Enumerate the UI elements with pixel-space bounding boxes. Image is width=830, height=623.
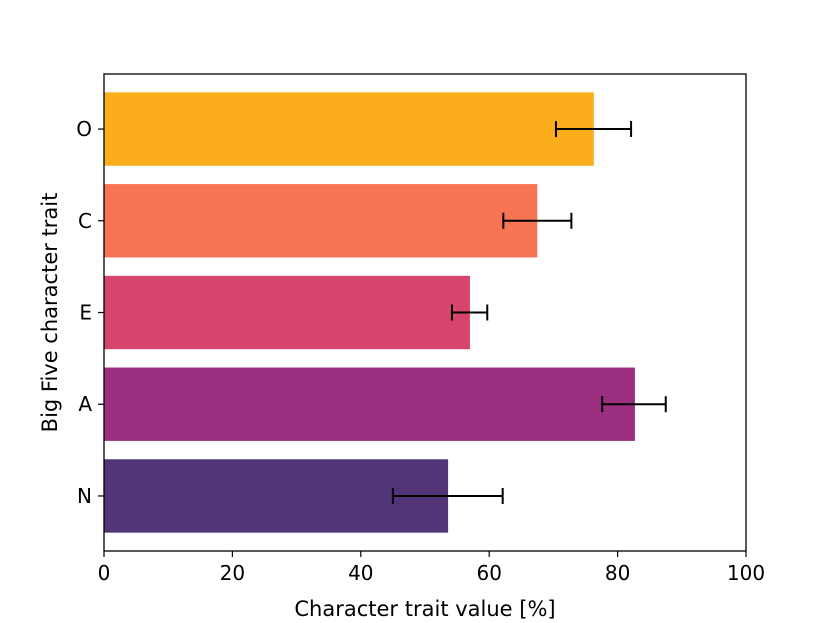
x-axis-label: Character trait value [%] bbox=[294, 597, 555, 621]
y-tick-label-E: E bbox=[79, 301, 92, 325]
x-tick-label-0: 0 bbox=[98, 561, 111, 585]
x-tick-label-60: 60 bbox=[476, 561, 501, 585]
y-axis-ticks: O C E A N bbox=[76, 117, 104, 508]
x-tick-label-100: 100 bbox=[727, 561, 765, 585]
bars-group bbox=[104, 92, 635, 533]
bar-A bbox=[104, 367, 635, 441]
x-tick-label-80: 80 bbox=[605, 561, 630, 585]
x-tick-label-40: 40 bbox=[348, 561, 373, 585]
bar-O bbox=[104, 92, 594, 166]
y-tick-label-A: A bbox=[78, 392, 92, 416]
bar-E bbox=[104, 275, 470, 350]
y-axis-label: Big Five character trait bbox=[38, 193, 62, 433]
x-tick-label-20: 20 bbox=[220, 561, 245, 585]
y-tick-label-C: C bbox=[78, 209, 92, 233]
y-tick-label-O: O bbox=[76, 117, 92, 141]
y-tick-label-N: N bbox=[77, 484, 92, 508]
bar-C bbox=[104, 184, 538, 258]
error-bars-group bbox=[391, 121, 667, 504]
x-axis-ticks: 0 20 40 60 80 100 bbox=[98, 551, 765, 585]
bar-N bbox=[104, 459, 449, 533]
